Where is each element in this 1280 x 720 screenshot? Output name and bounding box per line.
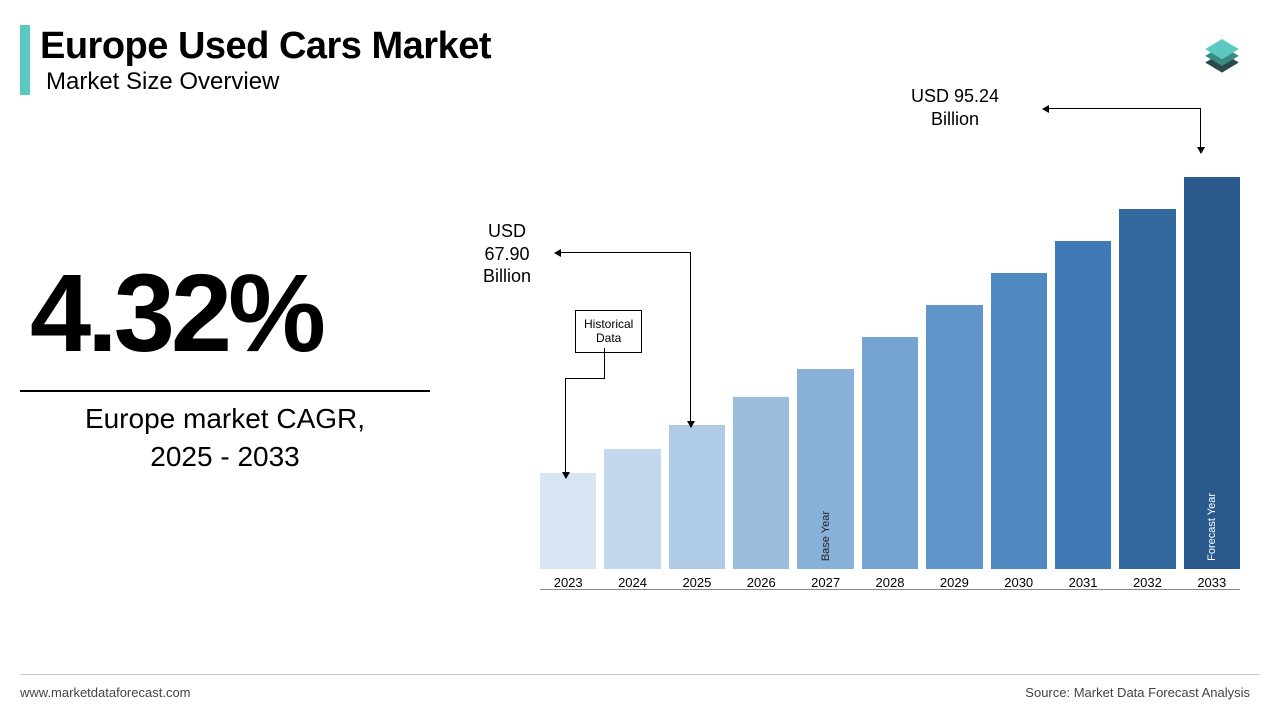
bar-inner-label: Base Year	[820, 511, 832, 561]
bar: Forecast Year	[1184, 177, 1240, 569]
callout-start-line3: Billion	[483, 266, 531, 286]
bar-year-label: 2025	[682, 575, 711, 590]
cagr-value: 4.32%	[30, 250, 322, 377]
chart-bar-2026: 2026	[733, 397, 789, 590]
footer-source: Source: Market Data Forecast Analysis	[1025, 685, 1250, 700]
footer-website: www.marketdataforecast.com	[20, 685, 191, 700]
chart-bar-2024: 2024	[604, 449, 660, 590]
chart-bar-2028: 2028	[862, 337, 918, 590]
historical-data-line1: Historical	[584, 317, 633, 331]
callout-start-arrow-tip	[690, 407, 691, 427]
bar	[862, 337, 918, 569]
bar-inner-label: Forecast Year	[1206, 493, 1218, 561]
callout-start-value: USD 67.90 Billion	[462, 220, 552, 288]
bar-year-label: 2028	[876, 575, 905, 590]
callout-start-arrow-v	[690, 252, 691, 407]
bar-year-label: 2029	[940, 575, 969, 590]
bar	[604, 449, 660, 569]
page: Europe Used Cars Market Market Size Over…	[0, 0, 1280, 720]
chart-bar-2027: Base Year 2027	[797, 369, 853, 590]
market-bar-chart: 2023 2024 2025 2026 Base Year 2027 2028 2029 203…	[540, 150, 1240, 620]
cagr-label-line1: Europe market CAGR,	[85, 403, 365, 434]
footer-divider	[20, 674, 1260, 675]
bar	[540, 473, 596, 569]
callout-end-value: USD 95.24 Billion	[870, 85, 1040, 130]
bar-year-label: 2032	[1133, 575, 1162, 590]
historical-arrow-v1	[604, 348, 605, 378]
bar: Base Year	[797, 369, 853, 569]
chart-bar-2023: 2023	[540, 473, 596, 590]
header-accent-bar	[20, 25, 30, 95]
bar-year-label: 2024	[618, 575, 647, 590]
bar	[669, 425, 725, 569]
bar-year-label: 2031	[1069, 575, 1098, 590]
chart-bars-container: 2023 2024 2025 2026 Base Year 2027 2028 2029 203…	[540, 150, 1240, 590]
bar-year-label: 2033	[1197, 575, 1226, 590]
historical-arrow-v2	[565, 378, 566, 478]
callout-end-arrow-h	[1043, 108, 1200, 109]
callout-start-line1: USD	[488, 221, 526, 241]
callout-start-line2: 67.90	[484, 244, 529, 264]
cagr-label-line2: 2025 - 2033	[150, 441, 299, 472]
callout-end-line1: USD 95.24	[911, 86, 999, 106]
chart-bar-2030: 2030	[991, 273, 1047, 590]
bar-year-label: 2027	[811, 575, 840, 590]
page-title: Europe Used Cars Market	[40, 25, 491, 68]
historical-arrow-h	[565, 378, 605, 379]
bar	[1119, 209, 1175, 569]
callout-end-line2: Billion	[931, 109, 979, 129]
bar-year-label: 2030	[1004, 575, 1033, 590]
historical-data-line2: Data	[596, 331, 621, 345]
callout-start-arrow-h	[555, 252, 690, 253]
bar	[991, 273, 1047, 569]
page-subtitle: Market Size Overview	[46, 68, 279, 96]
chart-bar-2031: 2031	[1055, 241, 1111, 590]
cagr-label: Europe market CAGR, 2025 - 2033	[20, 400, 430, 476]
brand-logo-icon	[1194, 20, 1250, 76]
callout-end-arrow-v	[1200, 108, 1201, 153]
bar-year-label: 2023	[554, 575, 583, 590]
bar-year-label: 2026	[747, 575, 776, 590]
chart-bar-2029: 2029	[926, 305, 982, 590]
cagr-divider	[20, 390, 430, 392]
historical-data-box: Historical Data	[575, 310, 642, 353]
bar	[1055, 241, 1111, 569]
chart-bar-2025: 2025	[669, 425, 725, 590]
chart-bar-2032: 2032	[1119, 209, 1175, 590]
bar	[733, 397, 789, 569]
chart-bar-2033: Forecast Year 2033	[1184, 177, 1240, 590]
bar	[926, 305, 982, 569]
